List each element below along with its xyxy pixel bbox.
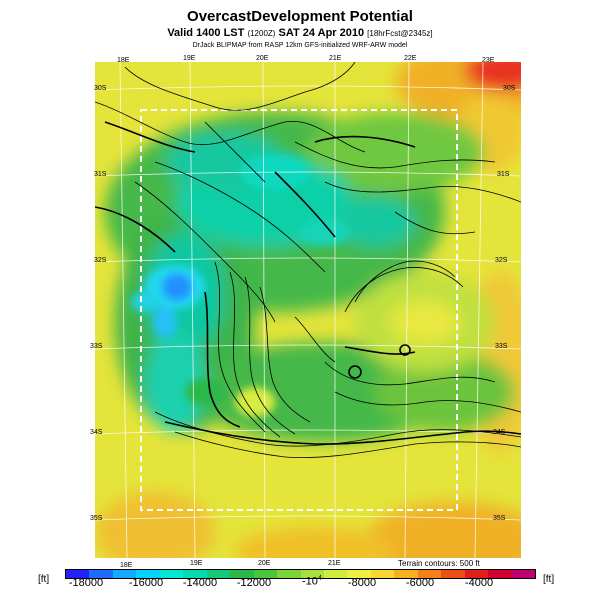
forecast-info: [18hrFcst@2345z]: [367, 29, 433, 38]
lon-label-bottom: 19E: [190, 560, 203, 567]
colorbar-tick: -18000: [68, 577, 104, 589]
model-credit: DrJack BLIPMAP from RASP 12km GFS-initia…: [192, 42, 408, 49]
lon-label-top: 20E: [256, 55, 269, 62]
colorbar-swatch: [253, 570, 278, 578]
valid-time-subtitle: Valid 1400 LST (1200Z) SAT 24 Apr 2010 […: [0, 27, 600, 39]
multiplier-exponent: 4: [317, 575, 322, 582]
lon-label-top: 19E: [183, 55, 196, 62]
lon-label-bottom: 21E: [328, 560, 341, 567]
lat-label-right: 34S: [493, 429, 506, 436]
colorbar-tick: -16000: [128, 577, 164, 589]
forecast-map: [95, 62, 521, 558]
colorbar-swatch: [66, 570, 90, 578]
lat-label-right: 33S: [495, 343, 508, 350]
colorbar-tick: -6000: [405, 577, 435, 589]
colorbar-tick: -4000: [464, 577, 494, 589]
colorbar-tick: -14000: [182, 577, 218, 589]
utc-code: (1200Z): [247, 29, 276, 38]
lat-label-left: 33S: [90, 343, 103, 350]
colorbar-swatch: [323, 570, 348, 578]
lon-label-bottom: 20E: [258, 560, 271, 567]
lon-label-top: 18E: [117, 57, 130, 64]
colorbar-swatch: [89, 570, 113, 578]
terrain-contour-note: Terrain contours: 500 ft: [398, 559, 480, 568]
lon-label-top: 22E: [404, 55, 417, 62]
lat-label-left: 35S: [90, 515, 103, 522]
colorbar-swatch: [230, 570, 254, 578]
colorbar-swatch: [511, 570, 536, 578]
colorbar-swatch: [136, 570, 160, 578]
lat-label-right: 30S: [503, 85, 516, 92]
colorbar-swatch: [206, 570, 231, 578]
chart-title: OvercastDevelopment Potential: [187, 8, 413, 25]
colorbar-swatch: [464, 570, 489, 578]
lat-label-right: 35S: [493, 515, 506, 522]
valid-date: SAT 24 Apr 2010: [278, 27, 365, 39]
colorbar-swatch: [417, 570, 442, 578]
colorbar: [65, 569, 536, 579]
lat-label-left: 31S: [94, 171, 107, 178]
lat-label-left: 34S: [90, 429, 103, 436]
lon-label-top: 21E: [329, 55, 342, 62]
field-detail: [131, 154, 350, 417]
lat-label-left: 30S: [94, 85, 107, 92]
colorbar-swatch: [300, 570, 324, 578]
colorbar-multiplier: -104: [302, 575, 322, 588]
colorbar-swatch: [159, 570, 184, 578]
colorbar-swatch: [112, 570, 137, 578]
lat-label-right: 32S: [495, 257, 508, 264]
lon-label-top: 23E: [482, 57, 495, 64]
colorbar-swatch: [394, 570, 418, 578]
unit-label-right: [ft]: [543, 574, 555, 585]
terrain-contours-bold: [95, 121, 521, 445]
valid-time: Valid 1400 LST: [167, 27, 245, 39]
lat-label-left: 32S: [94, 257, 107, 264]
colorbar-swatch: [370, 570, 395, 578]
map-canvas: [95, 62, 521, 558]
multiplier-base: -10: [302, 575, 318, 588]
lat-label-right: 31S: [497, 171, 510, 178]
colorbar-swatch: [183, 570, 207, 578]
colorbar-swatch: [441, 570, 465, 578]
colorbar-swatch: [277, 570, 301, 578]
colorbar-swatch: [347, 570, 371, 578]
colorbar-swatch: [488, 570, 512, 578]
colorbar-tick: -12000: [236, 577, 272, 589]
lon-label-bottom: 18E: [120, 562, 133, 569]
colorbar-tick: -8000: [347, 577, 377, 589]
unit-label-left: [ft]: [38, 574, 50, 585]
inner-domain-box: [140, 109, 458, 511]
